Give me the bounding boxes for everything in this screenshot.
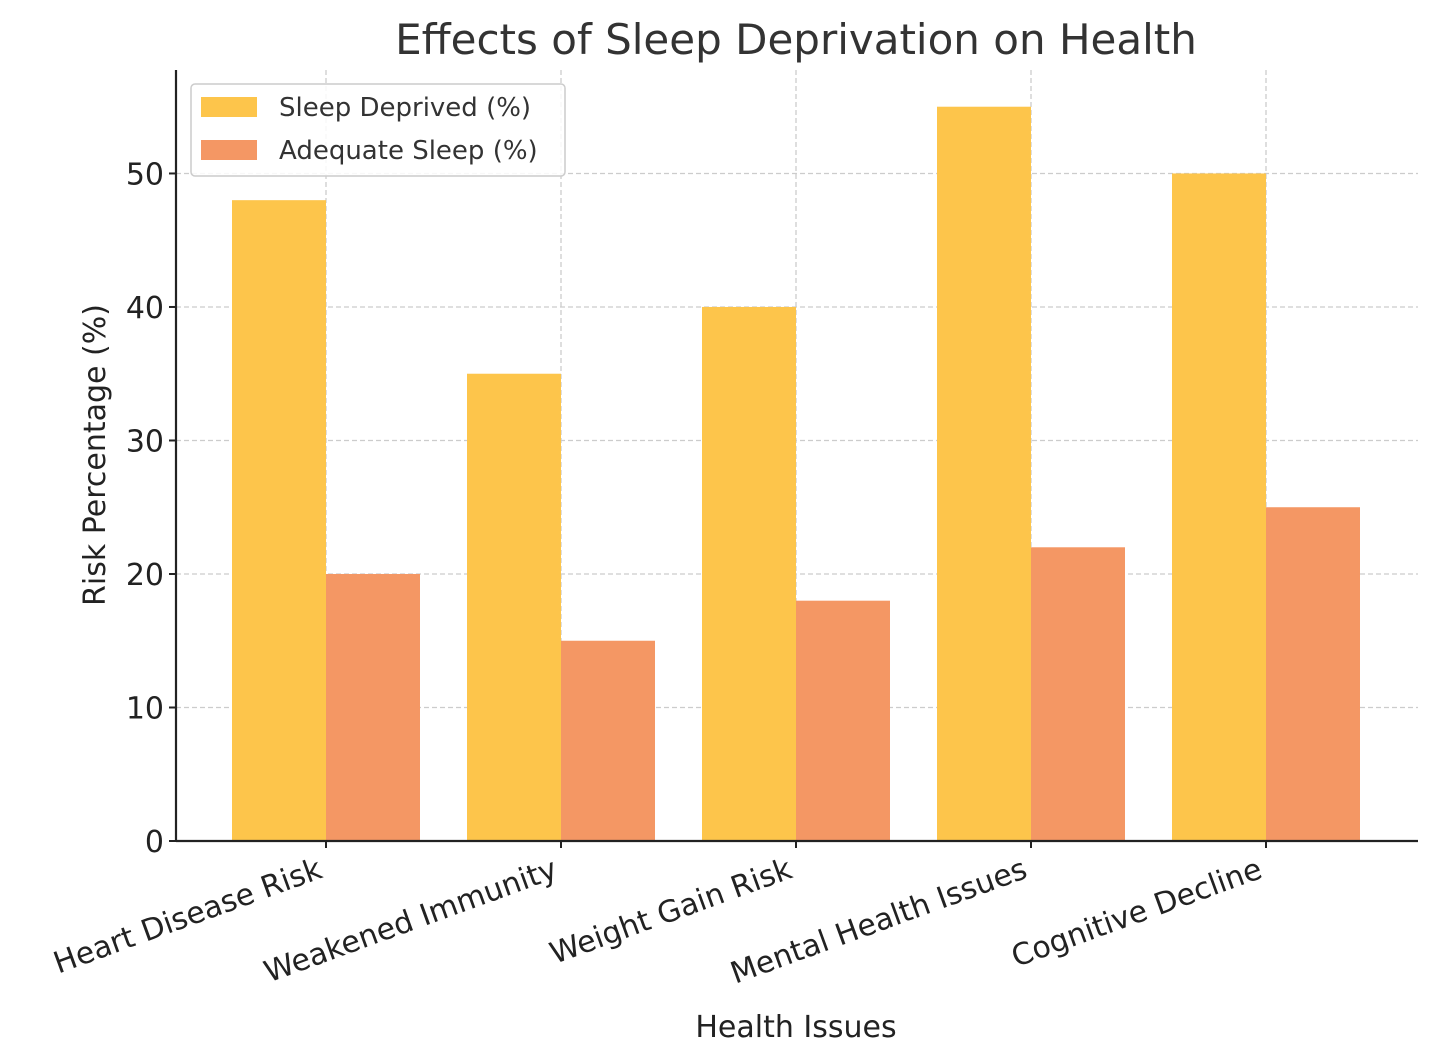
legend-box [190,83,566,177]
bar-sleep-deprived [232,200,326,842]
y-tick-label: 20 [126,558,164,593]
legend-swatch-adequate-sleep [201,140,257,160]
legend: Sleep Deprived (%) Adequate Sleep (%) [190,83,566,177]
y-tick-label: 50 [126,157,164,192]
x-tick-label: Cognitive Decline [1007,852,1267,975]
bar-adequate-sleep [561,640,655,841]
bar-adequate-sleep [796,600,890,841]
bar-sleep-deprived [937,106,1031,841]
bar-adequate-sleep [1031,547,1125,841]
y-tick-label: 40 [126,291,164,326]
bar-sleep-deprived [467,373,561,841]
bar-sleep-deprived [1172,173,1266,841]
y-tick-label: 10 [126,691,164,726]
legend-label-sleep-deprived: Sleep Deprived (%) [279,93,531,123]
y-tick-label: 0 [145,825,164,860]
y-ticks: 0 10 20 30 40 50 [126,157,176,860]
legend-label-adequate-sleep: Adequate Sleep (%) [279,136,538,166]
bars [232,106,1360,842]
chart-title: Effects of Sleep Deprivation on Health [395,15,1197,64]
y-tick-label: 30 [126,424,164,459]
bar-adequate-sleep [1266,507,1360,841]
y-axis-label: Risk Percentage (%) [78,304,113,606]
bar-adequate-sleep [326,573,420,841]
bar-sleep-deprived [702,306,796,842]
x-axis-label: Health Issues [695,1010,896,1045]
legend-swatch-sleep-deprived [201,97,257,117]
